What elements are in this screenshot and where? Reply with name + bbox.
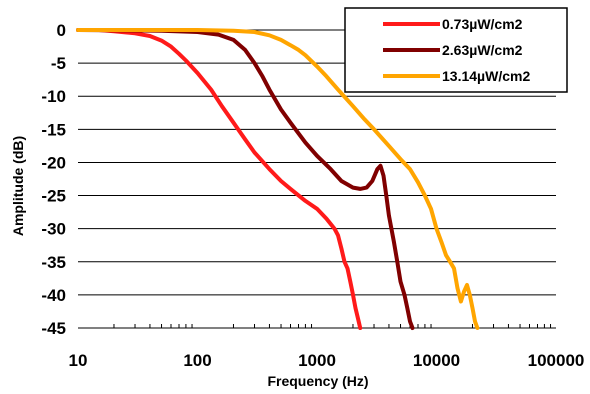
legend-label-0: 0.73µW/cm2 <box>442 16 523 32</box>
x-axis-title: Frequency (Hz) <box>267 373 368 389</box>
y-tick-label: 0 <box>57 21 66 40</box>
legend-label-2: 13.14µW/cm2 <box>442 68 530 84</box>
legend-label-1: 2.63µW/cm2 <box>442 42 523 58</box>
y-tick-label: -15 <box>41 120 66 139</box>
y-axis-title: Amplitude (dB) <box>10 136 26 236</box>
x-tick-label: 100000 <box>528 351 585 370</box>
y-tick-label: -40 <box>41 286 66 305</box>
y-tick-label: -20 <box>41 153 66 172</box>
y-tick-label: -45 <box>41 319 66 338</box>
x-tick-label: 10000 <box>413 351 460 370</box>
series-line-2 <box>76 28 480 330</box>
series-line-1 <box>76 28 415 330</box>
x-tick-label: 1000 <box>298 351 336 370</box>
y-tick-label: -35 <box>41 253 66 272</box>
x-tick-labels: 10 100 1000 10000 100000 <box>69 351 585 370</box>
y-tick-label: -30 <box>41 220 66 239</box>
y-tick-label: -10 <box>41 87 66 106</box>
x-tick-label: 100 <box>183 351 211 370</box>
y-tick-label: -25 <box>41 187 66 206</box>
legend: 0.73µW/cm2 2.63µW/cm2 13.14µW/cm2 <box>344 7 568 93</box>
legend-box <box>344 7 568 93</box>
x-minor-ticks <box>113 324 552 328</box>
series-layer <box>76 28 480 330</box>
y-tick-label: -5 <box>51 54 66 73</box>
y-tick-labels: 0 -5 -10 -15 -20 -25 -30 -35 -40 -45 <box>41 21 66 338</box>
series-line-0 <box>76 28 363 330</box>
x-tick-label: 10 <box>69 351 88 370</box>
